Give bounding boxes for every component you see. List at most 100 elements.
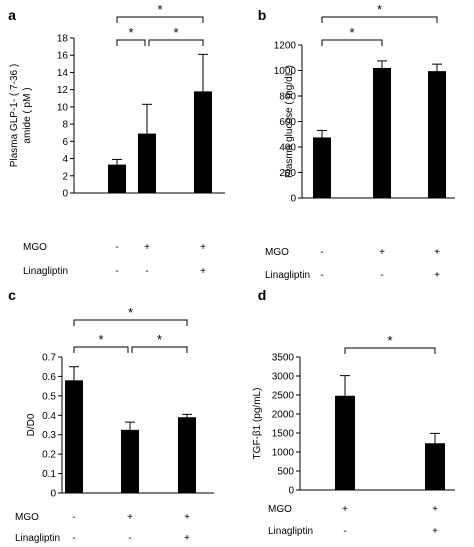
bar bbox=[178, 417, 196, 493]
bar bbox=[425, 443, 445, 490]
y-tick-label: 12 bbox=[57, 85, 69, 96]
significance-bracket bbox=[321, 39, 383, 46]
condition-sign: + bbox=[432, 526, 438, 537]
significance-star: * bbox=[128, 25, 133, 40]
bar bbox=[194, 91, 212, 193]
y-tick-label: 600 bbox=[279, 117, 296, 128]
y-tick-label: 1000 bbox=[274, 66, 297, 77]
bar bbox=[335, 395, 355, 490]
y-tick-label: 2 bbox=[62, 171, 68, 182]
chart-panel-b: b 0 200 400 600 800 1000 1200 Plasma glucose ( m… bbox=[258, 2, 455, 281]
bar bbox=[138, 133, 156, 193]
y-tick-label: 1500 bbox=[272, 429, 295, 440]
significance-star: * bbox=[173, 25, 178, 40]
y-tick-label: 0.5 bbox=[42, 391, 56, 402]
y-tick-label: 1200 bbox=[274, 41, 297, 52]
bar bbox=[373, 67, 391, 198]
condition-sign: - bbox=[72, 512, 75, 523]
condition-sign: - bbox=[115, 266, 118, 277]
condition-sign: + bbox=[144, 242, 150, 253]
condition-sign: + bbox=[434, 270, 440, 281]
chart-panel-c: c 0 0.1 0.2 0.3 0.4 0.5 0.6 0.7 D/D0 * * * MGO - + + Lina… bbox=[8, 287, 214, 544]
condition-label: Linagliptin bbox=[268, 526, 313, 537]
y-tick-label: 0.3 bbox=[42, 430, 56, 441]
y-tick-label: 400 bbox=[279, 143, 296, 154]
condition-sign: + bbox=[200, 266, 206, 277]
y-tick-label: 0.6 bbox=[42, 372, 56, 383]
condition-label: MGO bbox=[23, 242, 47, 253]
y-tick-label: 0.1 bbox=[42, 469, 56, 480]
y-axis-title: amide ( pM ) bbox=[22, 87, 33, 143]
y-tick-label: 2500 bbox=[272, 391, 295, 402]
y-tick-label: 18 bbox=[57, 34, 69, 45]
condition-sign: + bbox=[200, 242, 206, 253]
bar bbox=[65, 380, 83, 493]
significance-star: * bbox=[349, 25, 354, 40]
y-tick-label: 0 bbox=[288, 486, 294, 497]
significance-star: * bbox=[157, 332, 162, 347]
condition-label: MGO bbox=[265, 247, 289, 258]
panel-letter: b bbox=[258, 7, 267, 23]
condition-sign: + bbox=[127, 512, 133, 523]
y-axis-title: Plasma glucose ( mg/dL ) bbox=[284, 65, 295, 178]
y-tick-label: 0 bbox=[290, 194, 296, 205]
condition-label: MGO bbox=[268, 504, 292, 515]
condition-sign: - bbox=[115, 242, 118, 253]
condition-sign: - bbox=[380, 270, 383, 281]
y-axis-title: Plasma GLP-1- ( 7-36 ) bbox=[9, 64, 20, 167]
bar bbox=[121, 429, 139, 493]
y-tick-label: 500 bbox=[277, 467, 294, 478]
condition-sign: - bbox=[72, 533, 75, 544]
condition-label: Linagliptin bbox=[265, 270, 310, 281]
y-tick-label: 2000 bbox=[272, 410, 295, 421]
significance-star: * bbox=[377, 2, 382, 17]
condition-sign: + bbox=[184, 533, 190, 544]
chart-panel-d: d 0 500 1000 1500 2000 2500 3000 3500 TGF-β1 (pg/… bbox=[252, 287, 455, 537]
y-tick-label: 3000 bbox=[272, 372, 295, 383]
significance-star: * bbox=[157, 2, 162, 17]
y-tick-label: 200 bbox=[279, 168, 296, 179]
significance-star: * bbox=[128, 305, 133, 320]
condition-sign: - bbox=[320, 247, 323, 258]
significance-bracket bbox=[148, 39, 204, 46]
condition-sign: - bbox=[343, 526, 346, 537]
y-tick-label: 0.4 bbox=[42, 411, 56, 422]
y-axis-title: D/D0 bbox=[26, 413, 37, 436]
y-tick-label: 10 bbox=[57, 102, 69, 113]
significance-star: * bbox=[98, 332, 103, 347]
condition-sign: + bbox=[342, 504, 348, 515]
condition-sign: + bbox=[434, 247, 440, 258]
condition-sign: + bbox=[379, 247, 385, 258]
chart-panel-a: a 0 2 4 6 8 10 12 14 16 18 Plasma GLP-1- ( 7-36 ) am… bbox=[8, 2, 225, 277]
y-tick-label: 0.7 bbox=[42, 353, 56, 364]
y-tick-label: 0 bbox=[62, 189, 68, 200]
condition-sign: - bbox=[128, 533, 131, 544]
significance-star: * bbox=[387, 333, 392, 348]
bar bbox=[313, 137, 331, 198]
significance-bracket bbox=[344, 347, 436, 354]
y-tick-label: 14 bbox=[57, 68, 69, 79]
panel-letter: d bbox=[258, 287, 267, 303]
significance-bracket bbox=[73, 346, 129, 353]
significance-bracket bbox=[321, 16, 438, 23]
y-tick-label: 3500 bbox=[272, 353, 295, 364]
y-tick-label: 6 bbox=[62, 137, 68, 148]
significance-bracket bbox=[131, 346, 188, 353]
y-tick-label: 800 bbox=[279, 92, 296, 103]
significance-bracket bbox=[116, 16, 204, 23]
condition-sign: + bbox=[432, 504, 438, 515]
condition-label: Linagliptin bbox=[23, 266, 68, 277]
significance-bracket bbox=[73, 319, 188, 326]
y-tick-label: 0 bbox=[50, 489, 56, 500]
y-tick-label: 0.2 bbox=[42, 450, 56, 461]
y-tick-label: 16 bbox=[57, 51, 69, 62]
condition-label: MGO bbox=[15, 512, 39, 523]
condition-sign: - bbox=[145, 266, 148, 277]
panel-letter: a bbox=[8, 7, 16, 23]
bar bbox=[428, 71, 446, 198]
y-tick-label: 4 bbox=[62, 154, 68, 165]
panel-letter: c bbox=[8, 287, 16, 303]
condition-sign: - bbox=[320, 270, 323, 281]
bar bbox=[108, 164, 126, 193]
